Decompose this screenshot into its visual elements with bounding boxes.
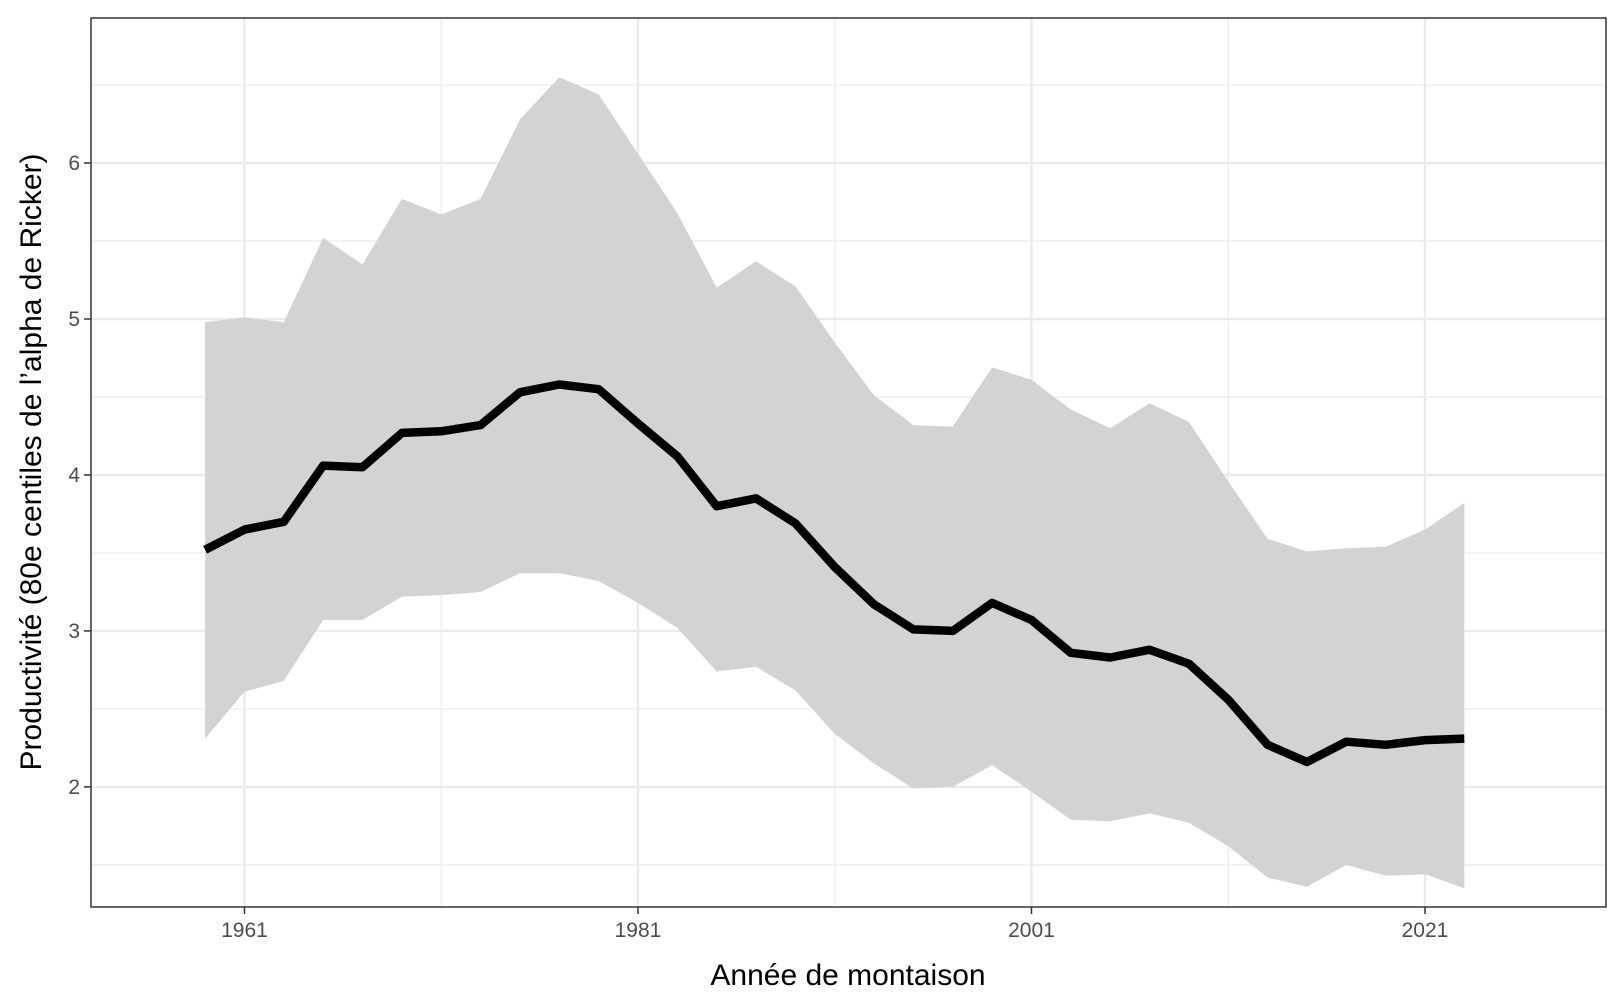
y-tick-label: 2 (68, 776, 80, 799)
y-axis-title: Productivité (80e centiles de l’alpha de… (15, 154, 48, 771)
series-line (203, 380, 1465, 767)
confidence-ribbon (205, 77, 1465, 889)
x-tick-label: 1961 (221, 919, 268, 942)
y-tick-label: 4 (68, 464, 80, 487)
x-axis-ticks: 1961 1981 2001 2021 (221, 907, 1448, 942)
y-tick-label: 6 (68, 152, 80, 175)
y-axis-ticks: 2 3 4 5 6 (68, 152, 91, 799)
x-tick-label: 1981 (615, 919, 662, 942)
plot-border (90, 17, 1607, 908)
x-axis-title: Année de montaison (710, 959, 985, 992)
x-tick-label: 2001 (1008, 919, 1055, 942)
x-tick-label: 2021 (1402, 919, 1449, 942)
y-tick-label: 5 (68, 308, 80, 331)
y-tick-label: 3 (68, 620, 80, 643)
